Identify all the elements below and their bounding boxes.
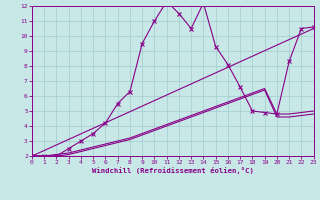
- X-axis label: Windchill (Refroidissement éolien,°C): Windchill (Refroidissement éolien,°C): [92, 167, 254, 174]
